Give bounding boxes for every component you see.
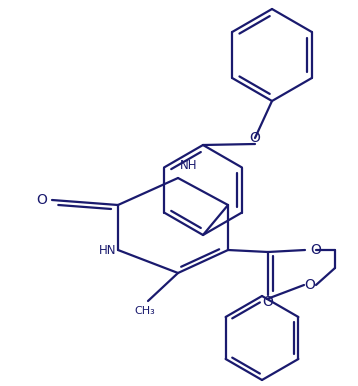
Text: O: O: [305, 278, 315, 292]
Text: O: O: [262, 295, 274, 309]
Text: NH: NH: [180, 159, 198, 172]
Text: O: O: [250, 131, 260, 145]
Text: CH₃: CH₃: [135, 306, 155, 316]
Text: O: O: [37, 193, 48, 207]
Text: HN: HN: [98, 244, 116, 257]
Text: O: O: [310, 243, 321, 257]
